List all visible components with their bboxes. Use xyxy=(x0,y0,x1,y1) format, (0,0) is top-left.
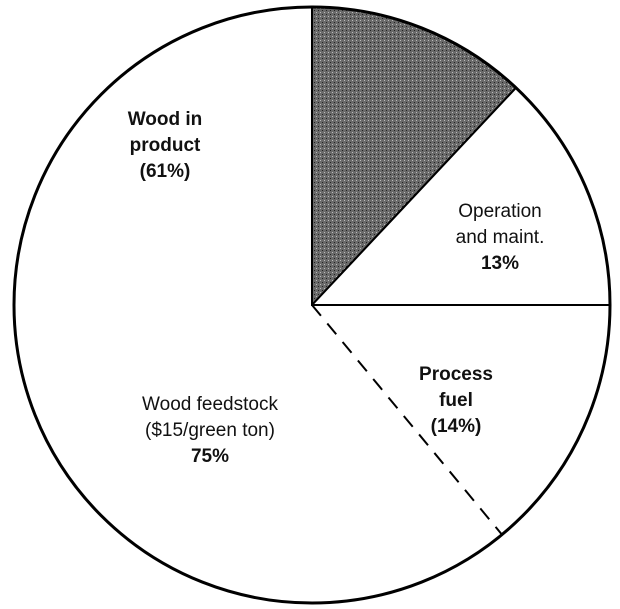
value-label: (14%) xyxy=(431,416,482,437)
slice-label: fuel xyxy=(439,390,473,411)
value-label: (61%) xyxy=(140,161,191,182)
slice-label: Wood feedstock xyxy=(142,394,278,415)
pie-outline xyxy=(12,5,612,605)
slice-label: product xyxy=(130,135,201,156)
value-label: 75% xyxy=(191,446,229,467)
slice-label: Wood in xyxy=(128,109,203,130)
sub-divider xyxy=(311,304,503,536)
slice-label: Operation xyxy=(458,201,541,222)
slice-label: Process xyxy=(419,364,493,385)
slice-label: and maint. xyxy=(456,227,545,248)
value-label: 13% xyxy=(481,253,519,274)
slice-label: ($15/green ton) xyxy=(145,420,275,441)
